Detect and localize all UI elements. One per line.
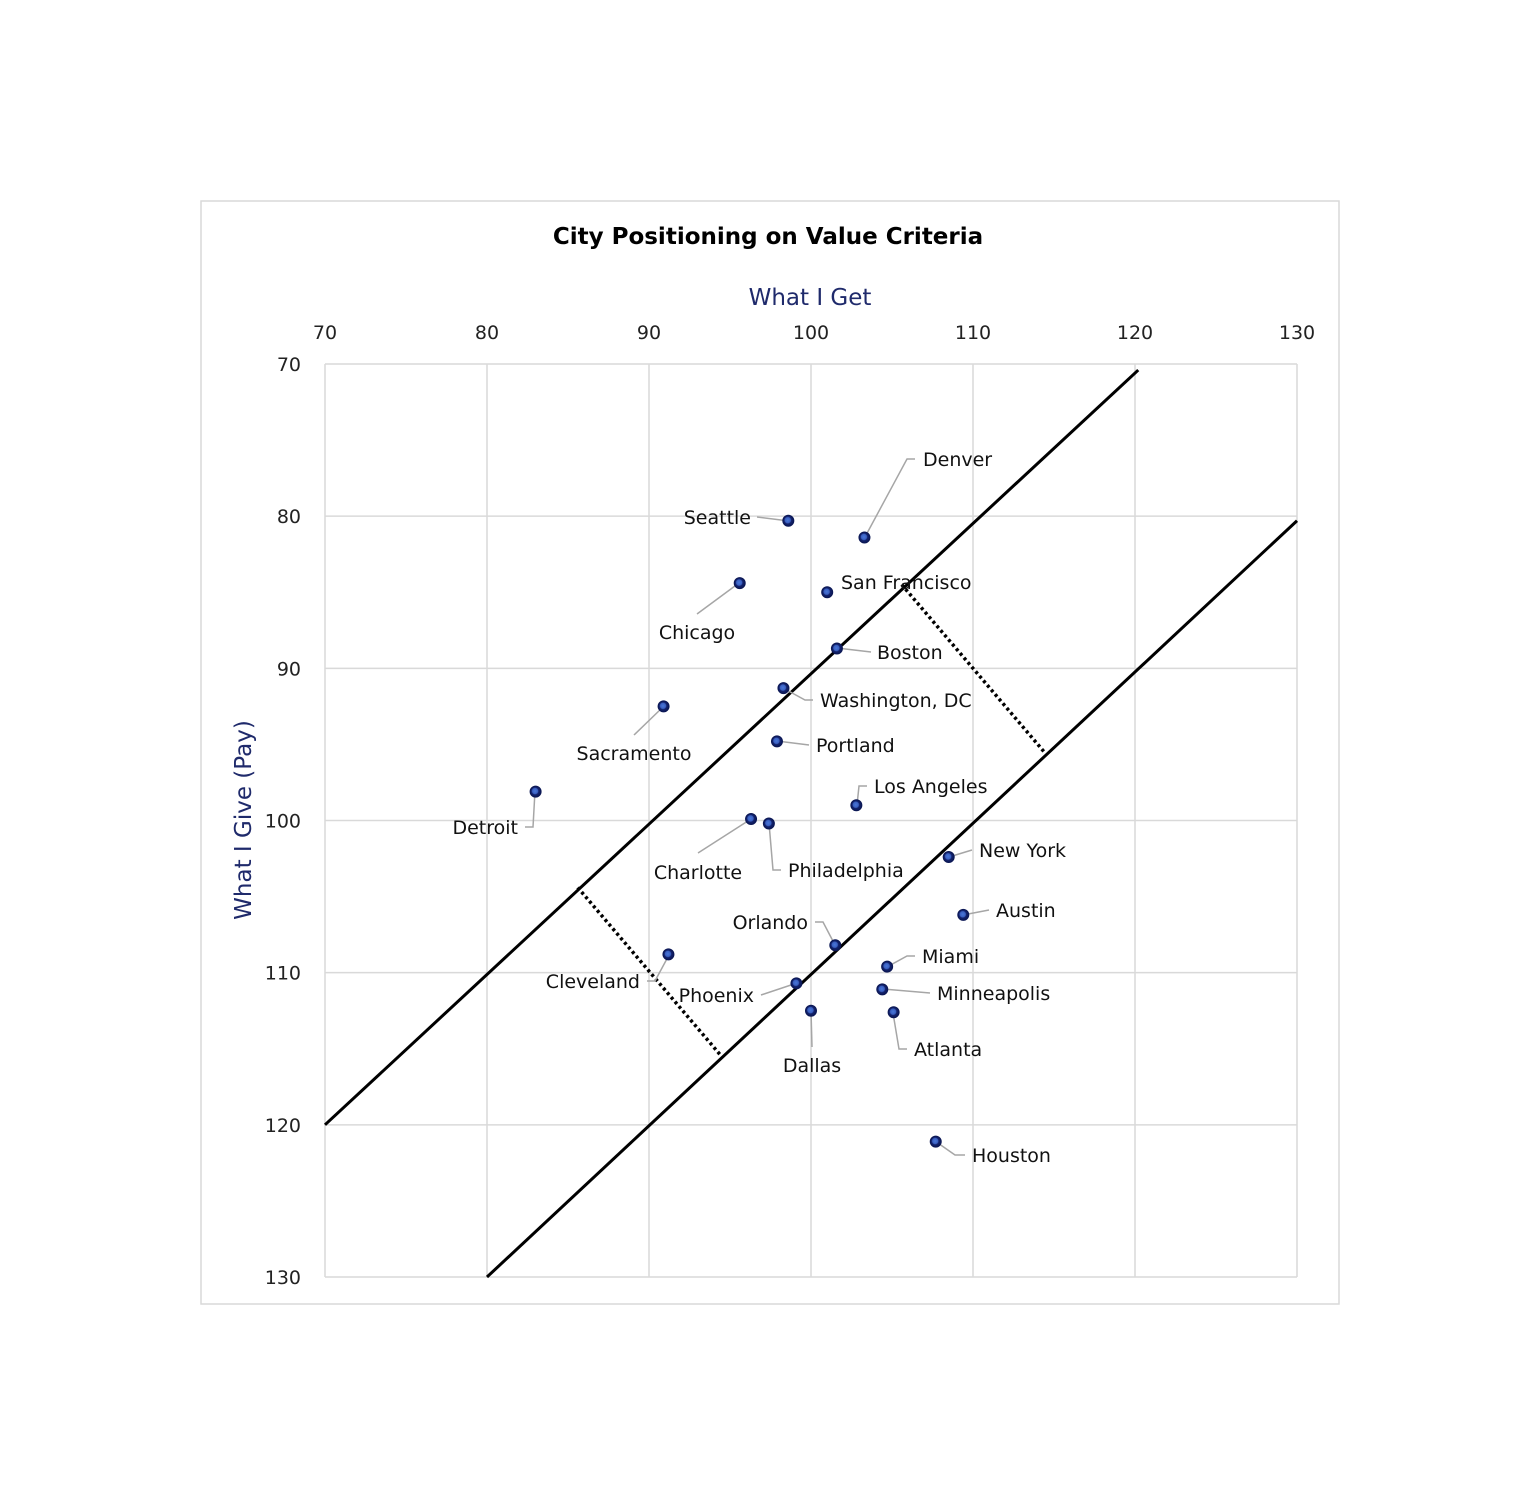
y-tick-label: 100 <box>265 811 301 833</box>
leader-line <box>647 954 670 982</box>
data-point[interactable] <box>777 682 790 695</box>
diagonal-line <box>323 368 1140 1126</box>
data-label: Orlando <box>733 912 808 934</box>
data-point[interactable] <box>957 908 970 921</box>
data-label: Austin <box>996 900 1056 922</box>
x-axis-title: What I Get <box>749 285 872 311</box>
reference-lines <box>323 368 1299 1279</box>
x-tick-label: 130 <box>1279 322 1315 344</box>
data-point[interactable] <box>762 817 775 830</box>
dotted-line <box>900 583 1046 754</box>
y-tick-label: 90 <box>277 658 301 680</box>
y-axis-title: What I Give (Pay) <box>231 720 257 920</box>
leader-line <box>768 822 781 871</box>
data-point[interactable] <box>733 577 746 590</box>
data-point[interactable] <box>830 642 843 655</box>
data-label: Atlanta <box>914 1039 982 1061</box>
data-label: Dallas <box>783 1055 841 1077</box>
leader-line <box>934 1140 965 1156</box>
x-tick-label: 110 <box>955 322 991 344</box>
leader-line <box>525 790 536 828</box>
y-tick-label: 70 <box>277 354 301 376</box>
data-point[interactable] <box>876 983 889 996</box>
data-label: Washington, DC <box>820 690 972 712</box>
x-tick-label: 90 <box>637 322 661 344</box>
data-label: Philadelphia <box>788 860 904 882</box>
data-label: Charlotte <box>654 862 742 884</box>
data-label: Seattle <box>684 507 751 529</box>
data-point[interactable] <box>858 531 871 544</box>
y-tick-label: 130 <box>265 1267 301 1289</box>
y-tick-label: 110 <box>265 963 301 985</box>
data-label: San Francisco <box>841 572 972 594</box>
y-tick-label: 120 <box>265 1115 301 1137</box>
data-label: Detroit <box>452 817 518 839</box>
data-point[interactable] <box>529 785 542 798</box>
data-point[interactable] <box>881 960 894 973</box>
data-label: Chicago <box>659 622 735 644</box>
data-label: New York <box>979 840 1066 862</box>
data-label: Sacramento <box>577 743 692 765</box>
data-point[interactable] <box>657 700 670 713</box>
data-points <box>529 514 970 1148</box>
x-tick-label: 120 <box>1117 322 1153 344</box>
y-tick-label: 80 <box>277 506 301 528</box>
data-label: Portland <box>816 735 895 757</box>
data-point[interactable] <box>887 1006 900 1019</box>
data-label: Cleveland <box>546 971 640 993</box>
diagonal-line <box>485 519 1299 1279</box>
chart-title: City Positioning on Value Criteria <box>553 224 983 250</box>
data-label: Miami <box>922 946 979 968</box>
data-label: Houston <box>972 1145 1051 1167</box>
leader-line <box>782 687 813 701</box>
data-label: Denver <box>923 449 992 471</box>
leader-line <box>696 582 740 615</box>
data-label: Los Angeles <box>874 776 987 798</box>
leader-line <box>810 1010 813 1048</box>
x-tick-label: 80 <box>475 322 499 344</box>
data-point[interactable] <box>829 939 842 952</box>
data-point[interactable] <box>850 799 863 812</box>
data-point[interactable] <box>770 735 783 748</box>
leader-line <box>882 988 931 994</box>
leader-line <box>697 818 752 854</box>
data-point[interactable] <box>782 514 795 527</box>
data-point[interactable] <box>821 586 834 599</box>
data-point[interactable] <box>790 977 803 990</box>
data-label: Phoenix <box>679 985 754 1007</box>
leader-line <box>886 955 915 968</box>
leader-line <box>856 785 867 806</box>
data-point[interactable] <box>662 948 675 961</box>
leader-line <box>864 458 915 538</box>
data-point[interactable] <box>929 1135 942 1148</box>
leader-lines <box>525 458 990 1156</box>
data-label: Boston <box>877 642 943 664</box>
leader-line <box>892 1012 907 1050</box>
data-labels: Seattle Denver Chicago San Francisco Boston W… <box>452 449 1066 1167</box>
chart-frame <box>200 200 1340 1305</box>
tick-labels: 70 80 90 100 110 120 130 70 80 90 100 110 120 130 <box>265 322 1315 1289</box>
data-point[interactable] <box>805 1004 817 1017</box>
data-label: Minneapolis <box>937 983 1050 1005</box>
x-tick-label: 100 <box>793 322 829 344</box>
data-point[interactable] <box>745 812 758 825</box>
x-tick-label: 70 <box>313 322 337 344</box>
leader-line <box>815 921 836 946</box>
dotted-line <box>576 886 722 1056</box>
data-point[interactable] <box>942 851 955 864</box>
leader-line <box>633 706 664 736</box>
